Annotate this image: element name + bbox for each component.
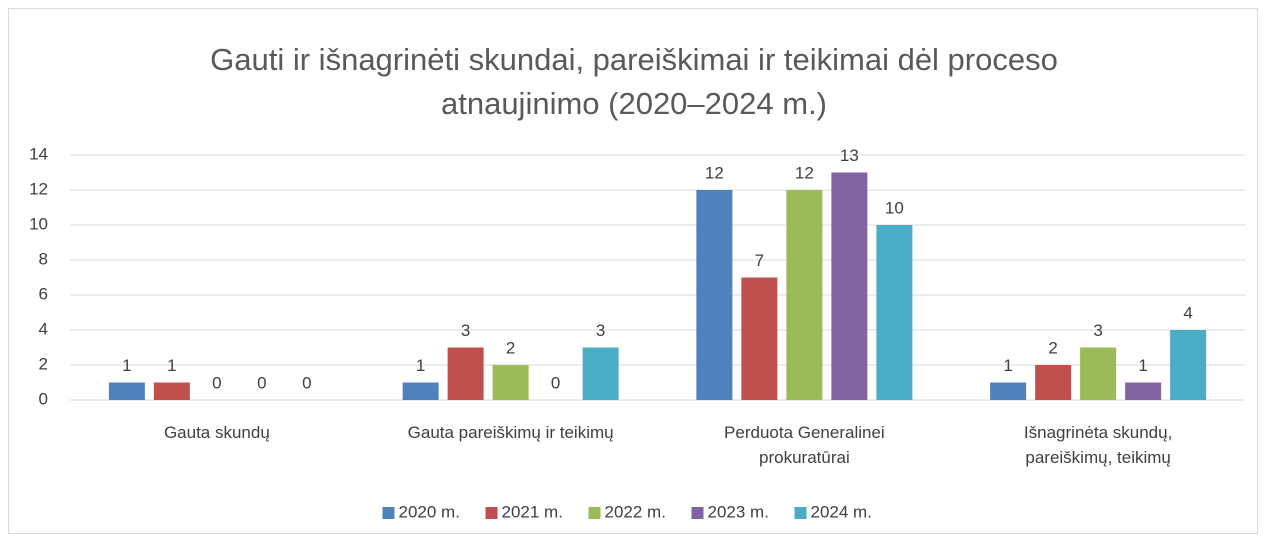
data-label: 10 — [885, 198, 904, 217]
bar — [831, 172, 868, 400]
bar — [153, 382, 190, 400]
data-label: 12 — [795, 163, 814, 182]
data-label: 0 — [302, 373, 311, 392]
chart-title: Gauti ir išnagrinėti skundai, pareiškima… — [210, 42, 1058, 121]
bar — [990, 382, 1027, 400]
bar — [1080, 347, 1117, 400]
y-tick-label: 2 — [39, 354, 48, 373]
y-tick-label: 4 — [39, 319, 48, 338]
bar — [492, 365, 529, 400]
data-label: 13 — [840, 146, 859, 165]
bar — [696, 190, 733, 400]
data-label: 3 — [1093, 321, 1102, 340]
bar — [108, 382, 145, 400]
x-tick-label: Gauta pareiškimų ir teikimų — [407, 423, 614, 442]
data-label: 2 — [1048, 338, 1057, 357]
x-tick-label: Išnagrinėta skundų, pareiškimų, teikimų — [1023, 423, 1173, 467]
bar — [447, 347, 484, 400]
legend-swatch — [588, 507, 601, 519]
y-tick-label: 8 — [39, 249, 48, 268]
bar — [582, 347, 619, 400]
legend-label: 2021 m. — [502, 502, 563, 521]
x-tick-label: Gauta skundų — [163, 423, 270, 442]
bar — [786, 190, 823, 400]
data-label: 1 — [122, 356, 131, 375]
data-label: 0 — [257, 373, 266, 392]
legend-label: 2022 m. — [605, 502, 666, 521]
legend-swatch — [382, 507, 395, 519]
chart-border — [8, 8, 1258, 534]
data-label: 1 — [416, 356, 425, 375]
legend-label: 2023 m. — [708, 502, 769, 521]
data-label: 3 — [596, 321, 605, 340]
y-tick-label: 0 — [39, 389, 48, 408]
bar — [876, 225, 913, 400]
data-label: 2 — [506, 338, 515, 357]
bar — [1035, 365, 1072, 400]
legend-swatch — [794, 507, 807, 519]
y-tick-label: 12 — [29, 179, 48, 198]
data-label: 1 — [1138, 356, 1147, 375]
bar — [741, 277, 778, 400]
data-label: 7 — [755, 251, 764, 270]
y-tick-label: 6 — [39, 284, 48, 303]
legend-label: 2020 m. — [399, 502, 460, 521]
bar — [402, 382, 439, 400]
x-tick-label: Perduota Generalinei prokuratūrai — [724, 423, 885, 467]
data-label: 3 — [461, 321, 470, 340]
data-label: 0 — [212, 373, 221, 392]
data-label: 1 — [1003, 356, 1012, 375]
bar — [1125, 382, 1162, 400]
data-label: 1 — [167, 356, 176, 375]
data-label: 12 — [705, 163, 724, 182]
legend-swatch — [691, 507, 704, 519]
legend-label: 2024 m. — [811, 502, 872, 521]
y-tick-label: 14 — [29, 144, 48, 163]
data-label: 4 — [1183, 303, 1192, 322]
bar — [1170, 330, 1207, 400]
y-tick-label: 10 — [29, 214, 48, 233]
data-label: 0 — [551, 373, 560, 392]
legend-swatch — [485, 507, 498, 519]
